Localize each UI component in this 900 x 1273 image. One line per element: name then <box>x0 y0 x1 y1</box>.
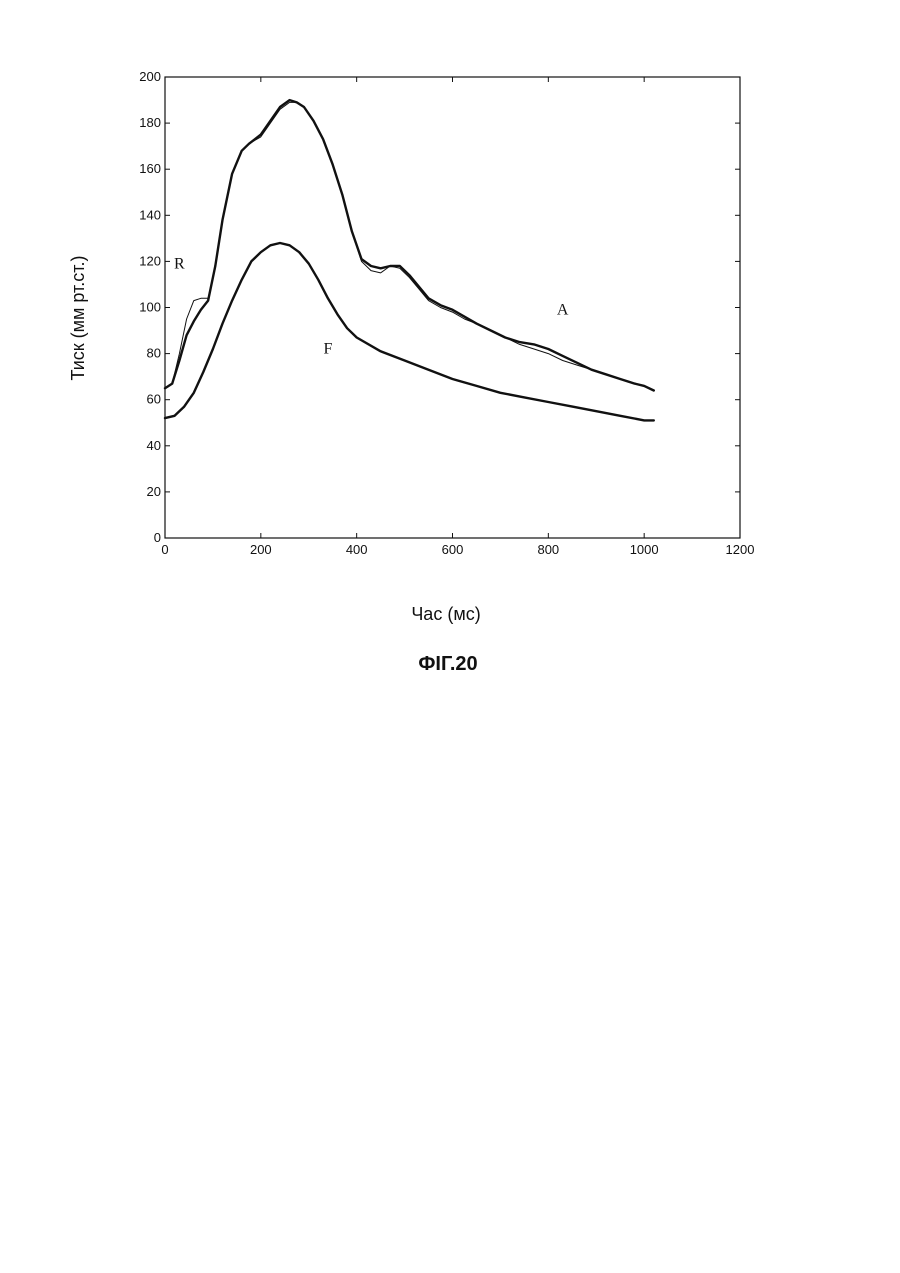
y-tick-label: 60 <box>147 392 161 407</box>
y-tick-label: 120 <box>139 253 161 268</box>
x-tick-label: 1000 <box>630 542 659 557</box>
x-tick-label: 600 <box>442 542 464 557</box>
series-line-f <box>165 243 654 420</box>
x-tick-label: 400 <box>346 542 368 557</box>
plot-area-frame <box>165 77 740 538</box>
x-axis-title: Час (мс) <box>411 604 480 624</box>
x-tick-label: 200 <box>250 542 272 557</box>
y-tick-label: 40 <box>147 438 161 453</box>
data-series <box>165 100 654 420</box>
series-label-a: A <box>557 301 569 318</box>
figure-caption: ФІГ.20 <box>418 653 477 675</box>
y-tick-label: 140 <box>139 207 161 222</box>
x-tick-label: 800 <box>537 542 559 557</box>
series-label-r: R <box>174 255 185 272</box>
series-label-f: F <box>323 341 332 358</box>
series-line-a <box>165 100 654 390</box>
x-tick-label: 1200 <box>726 542 755 557</box>
y-tick-label: 160 <box>139 161 161 176</box>
x-tick-label: 0 <box>161 542 168 557</box>
y-axis-title: Тиск (мм рт.ст.) <box>68 256 88 381</box>
y-tick-label: 180 <box>139 115 161 130</box>
y-tick-label: 200 <box>139 69 161 84</box>
series-line-r <box>165 102 654 390</box>
y-tick-label: 0 <box>154 530 161 545</box>
y-tick-label: 80 <box>147 346 161 361</box>
axis-ticks: 0 200 400 600 800 1000 1200 0 20 40 60 80 100 120 140 1… <box>139 69 754 557</box>
y-tick-label: 20 <box>147 484 161 499</box>
y-tick-label: 100 <box>139 300 161 315</box>
